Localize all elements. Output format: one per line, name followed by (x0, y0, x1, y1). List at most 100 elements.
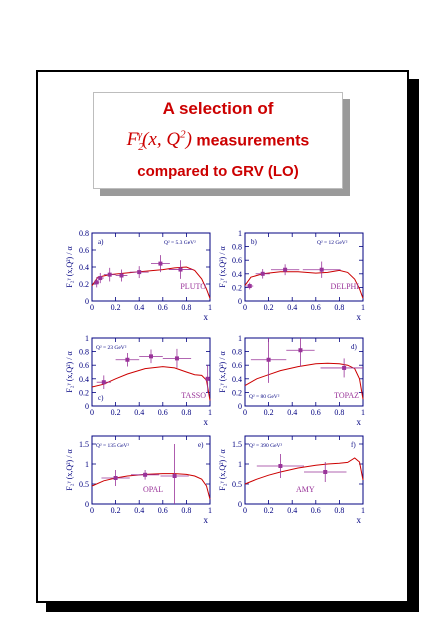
y-tick-label: 1.5 (79, 440, 89, 449)
y-tick-label: 0.6 (232, 256, 242, 265)
experiment-label: PLUTO (180, 282, 206, 291)
data-point (247, 284, 252, 289)
q2-label: Q² = 390 GeV² (249, 443, 282, 449)
y-tick-label: 0.4 (79, 375, 89, 384)
x-axis-label: x (204, 417, 209, 427)
panel-letter: c) (98, 394, 104, 402)
title-formula: F2γ(x, Q2) (126, 129, 192, 154)
data-point (143, 472, 148, 477)
title-box: A selection of F2γ(x, Q2) measurements c… (93, 92, 343, 189)
x-tick-label: 0 (90, 506, 94, 515)
x-tick-label: 0.2 (111, 506, 121, 515)
x-tick-label: 0.2 (111, 303, 121, 312)
y-tick-label: 0.8 (79, 229, 89, 238)
y-tick-label: 1 (238, 334, 242, 343)
x-axis-label: x (204, 515, 209, 525)
data-point (113, 476, 118, 480)
x-tick-label: 0.8 (181, 506, 191, 515)
q2-label: Q² = 80 GeV² (249, 394, 280, 400)
y-axis-label: F₂ᵞ (x,Q²) / α (65, 246, 74, 288)
y-axis-label: F₂ᵞ (x,Q²) / α (218, 351, 227, 393)
panel-letter: f) (351, 441, 356, 449)
panel-pluto: 0 0.2 0.4 0.6 0.8 0 0.2 0.4 0.6 0.8 1x F₂ᵞ (x,Q²) /… (65, 229, 212, 322)
data-point (174, 356, 179, 361)
y-tick-label: 1 (85, 460, 89, 469)
data-point (342, 365, 347, 370)
data-point (178, 267, 183, 272)
panel-frame (244, 337, 364, 407)
y-tick-label: 1 (238, 460, 242, 469)
x-tick-label: 0.4 (287, 506, 297, 515)
experiment-label: TASSO (181, 391, 206, 400)
data-point (283, 267, 288, 272)
data-point (94, 280, 99, 285)
title-line-1: A selection of (162, 99, 274, 118)
y-axis-label: F₂ᵞ (x,Q²) / α (65, 449, 74, 491)
experiment-label: TOPAZ (334, 391, 359, 400)
q2-label: Q² = 23 GeV² (96, 345, 127, 351)
data-point (205, 376, 210, 381)
q2-label: Q² = 135 GeV² (96, 443, 129, 449)
y-tick-label: 0.6 (232, 361, 242, 370)
x-tick-label: 0.4 (287, 303, 297, 312)
data-point (149, 354, 153, 359)
x-tick-label: 0.6 (158, 408, 168, 417)
x-tick-label: 1 (361, 408, 365, 417)
y-tick-label: 0.4 (232, 375, 242, 384)
x-tick-label: 0.8 (181, 408, 191, 417)
x-tick-label: 0.6 (158, 303, 168, 312)
data-point (158, 261, 163, 266)
data-point (119, 273, 124, 278)
x-tick-label: 0 (243, 506, 247, 515)
grv-curve (244, 362, 364, 400)
x-tick-label: 0.8 (334, 408, 344, 417)
x-tick-label: 0.2 (264, 303, 274, 312)
panel-letter: d) (351, 343, 358, 351)
title-measurements: measurements (196, 132, 310, 150)
x-tick-label: 0.2 (264, 506, 274, 515)
y-tick-label: 1.5 (232, 440, 242, 449)
panel-frame (244, 435, 364, 505)
panel-frame (91, 435, 211, 505)
y-tick-label: 0.6 (79, 246, 89, 255)
x-tick-label: 1 (361, 303, 365, 312)
data-point (278, 464, 283, 468)
y-tick-label: 0.8 (79, 348, 89, 357)
y-tick-label: 0.4 (79, 263, 89, 272)
x-tick-label: 0.8 (334, 303, 344, 312)
x-axis-label: x (357, 417, 362, 427)
x-tick-label: 0.8 (334, 506, 344, 515)
data-point (125, 357, 130, 362)
y-tick-label: 1 (238, 229, 242, 238)
panel-letter: e) (198, 441, 204, 449)
data-point (137, 270, 142, 275)
data-point (101, 380, 106, 385)
grv-curve (91, 366, 211, 401)
data-point (266, 357, 271, 362)
data-point (107, 272, 112, 277)
grv-curve (244, 457, 364, 485)
x-tick-label: 0.6 (311, 303, 321, 312)
y-tick-label: 0.2 (79, 280, 89, 289)
y-tick-label: 0 (238, 500, 242, 509)
y-tick-label: 0.4 (232, 270, 242, 279)
x-tick-label: 1 (208, 303, 212, 312)
x-axis-label: x (204, 312, 209, 322)
x-tick-label: 0.2 (111, 408, 121, 417)
y-axis-label: F₂ᵞ (x,Q²) / α (65, 351, 74, 393)
x-tick-label: 0 (243, 408, 247, 417)
y-tick-label: 0.6 (79, 361, 89, 370)
experiment-label: OPAL (143, 485, 163, 494)
panel-frame (244, 232, 364, 302)
q2-label: Q² = 5.3 GeV² (164, 240, 196, 246)
x-tick-label: 0.6 (311, 408, 321, 417)
x-tick-label: 0 (90, 303, 94, 312)
x-tick-label: 0.4 (134, 408, 144, 417)
y-axis-label: F₂ᵞ (x,Q²) / α (218, 246, 227, 288)
y-axis-label: F₂ᵞ (x,Q²) / α (218, 449, 227, 491)
